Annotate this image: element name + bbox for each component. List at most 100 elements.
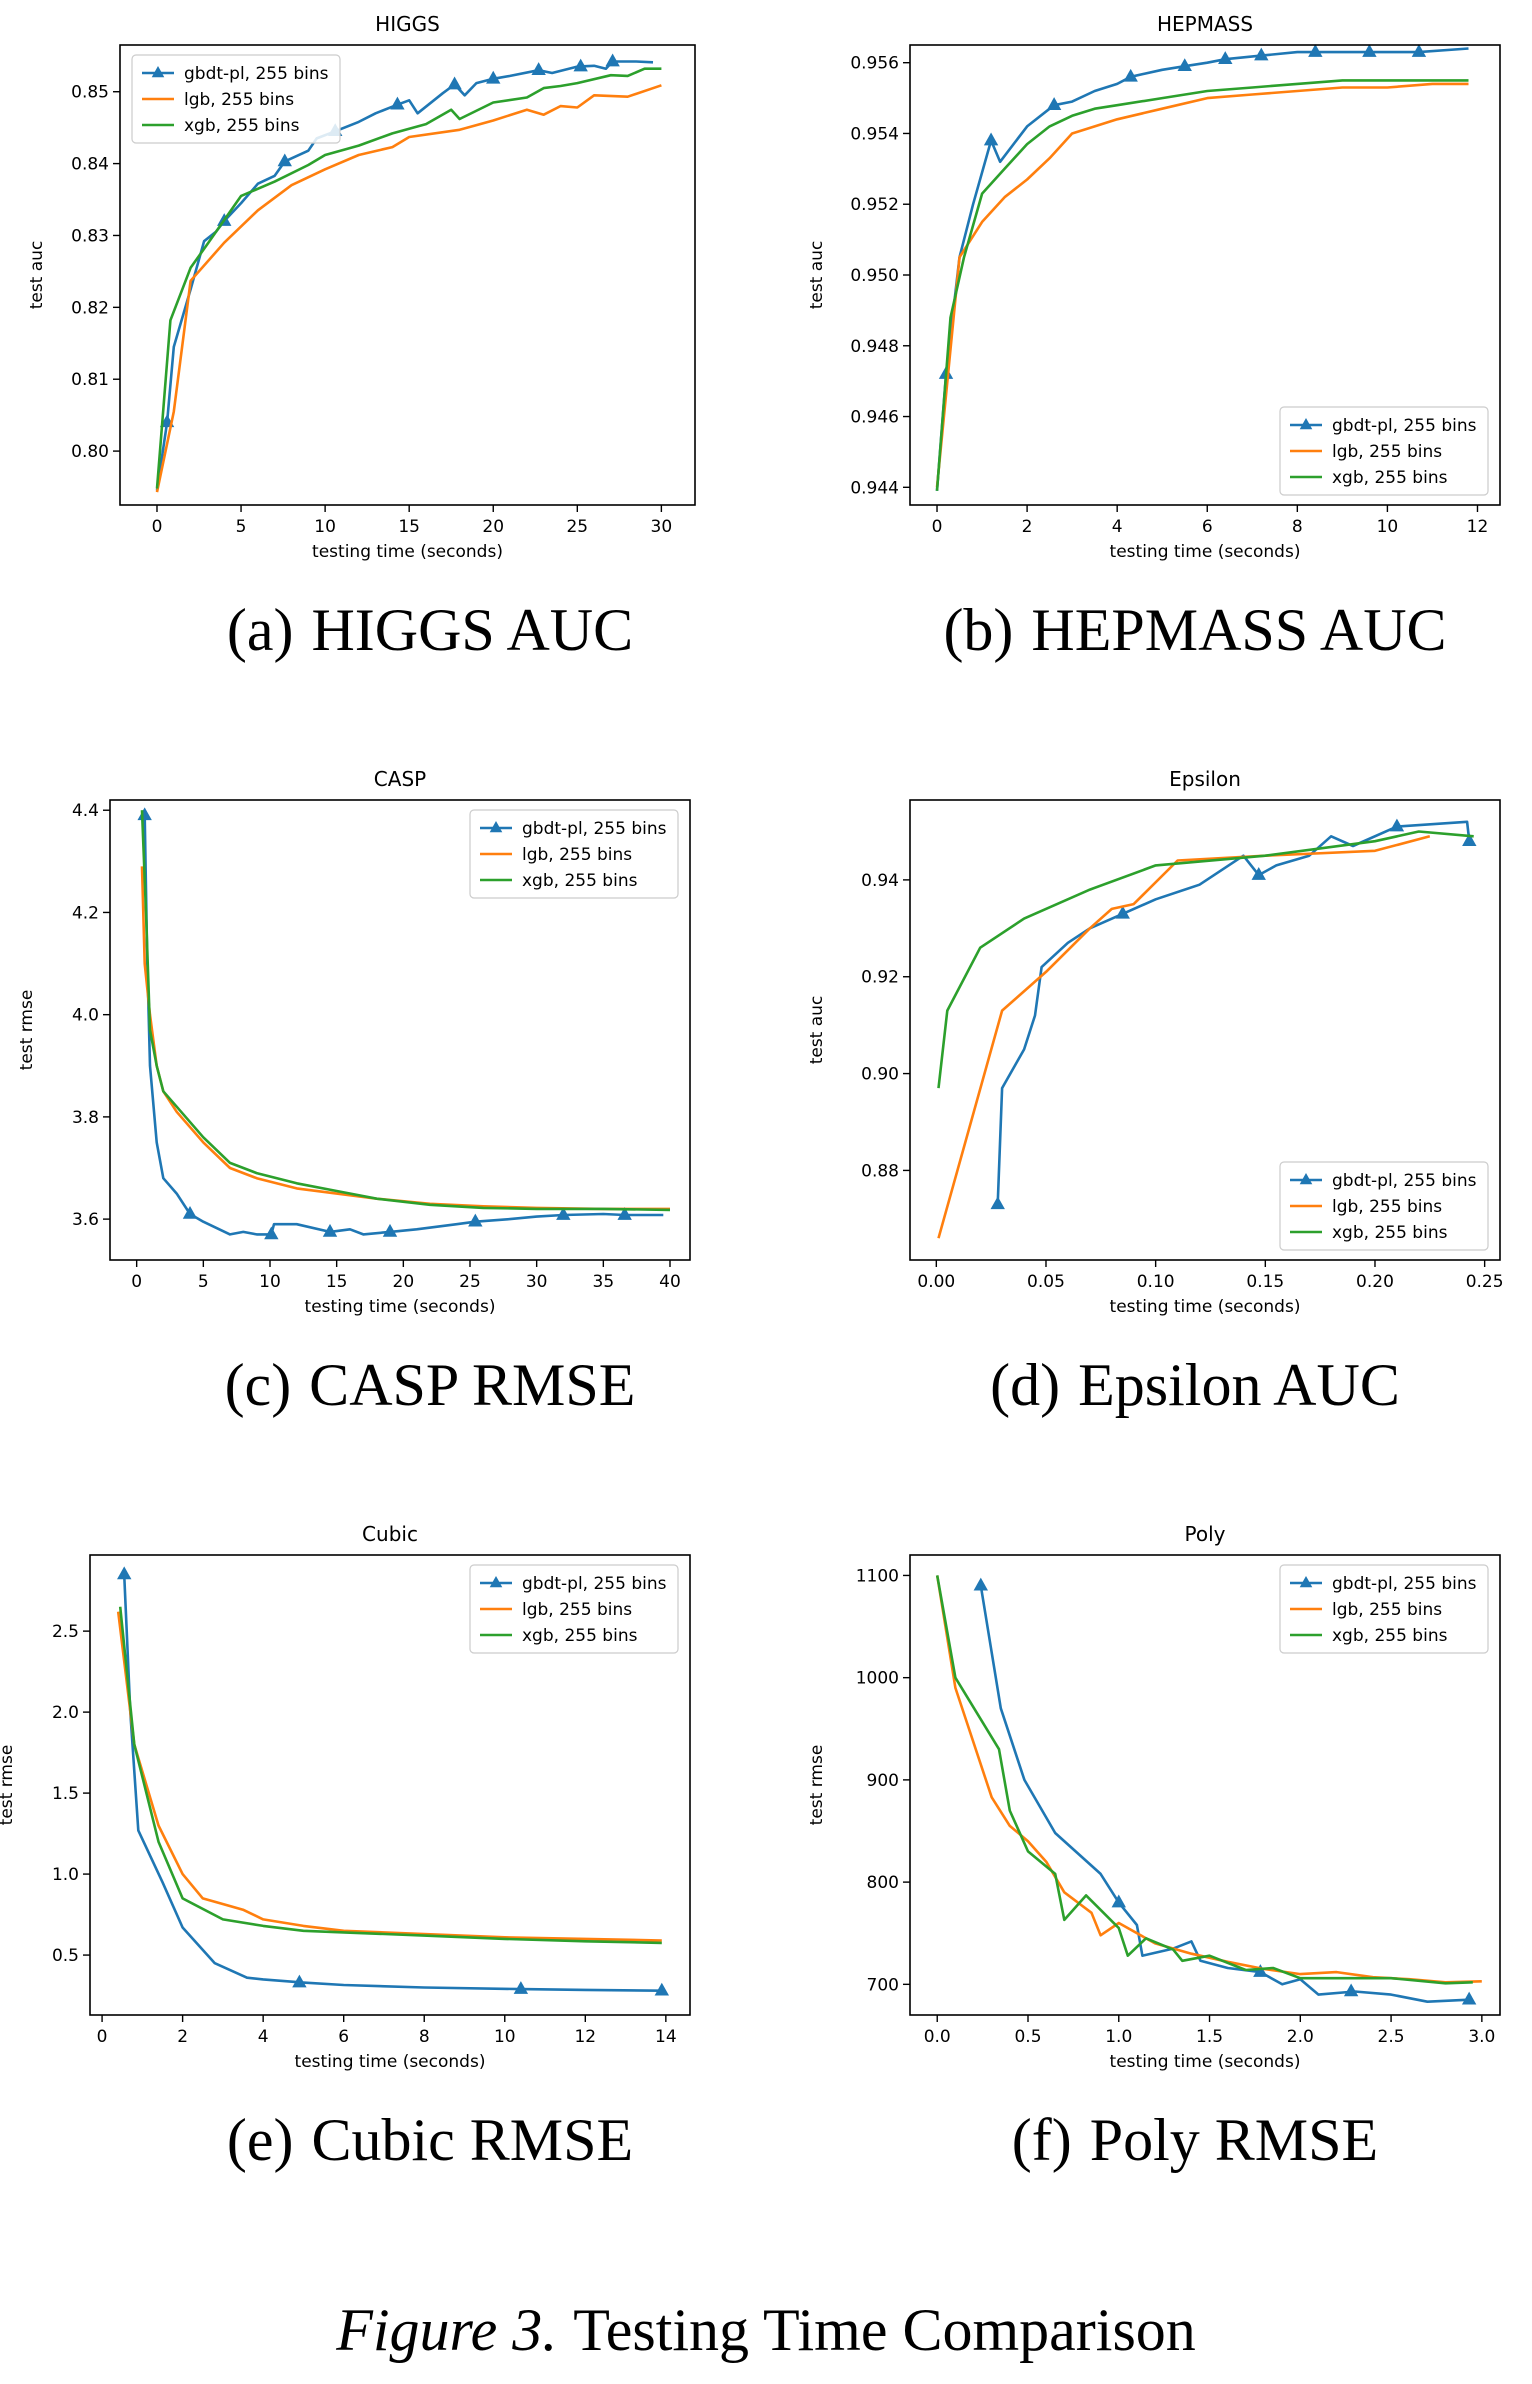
data-point-marker [990, 1196, 1005, 1210]
legend-marker [489, 821, 503, 833]
data-point-marker [617, 1207, 632, 1220]
subfigure-caption-text: CASP RMSE [309, 1352, 636, 1418]
legend-label-xgb: xgb, 255 bins [184, 116, 300, 136]
data-point-marker [1123, 68, 1138, 82]
x-tick-label: 2.0 [1287, 2027, 1314, 2047]
x-axis-label: testing time (seconds) [1110, 2052, 1301, 2072]
y-axis-label: test auc [27, 241, 47, 310]
series-line-xgb [937, 830, 1474, 1089]
legend: gbdt-pl, 255 bins lgb, 255 bins xgb, 255 b… [1279, 1161, 1489, 1251]
y-tick-label: 0.944 [850, 478, 899, 498]
x-tick-label: 0 [131, 1272, 142, 1292]
y-axis-label: test rmse [17, 990, 37, 1071]
legend: gbdt-pl, 255 bins lgb, 255 bins xgb, 255 b… [1279, 1564, 1489, 1654]
subfigure-caption-tag: (e) [226, 2107, 294, 2173]
data-point-marker [1253, 1964, 1268, 1977]
subfigure-caption: (c) CASP RMSE [130, 1355, 730, 1415]
series-line-gbdt-pl [143, 815, 664, 1236]
x-tick-label: 0.10 [1137, 1272, 1175, 1292]
y-axis-label: test rmse [807, 1745, 827, 1826]
subfigure-caption-text: HEPMASS AUC [1031, 597, 1447, 663]
chart-title: HIGGS [375, 12, 440, 36]
data-point-marker [1411, 44, 1427, 57]
x-tick-label: 10 [494, 2027, 516, 2047]
data-point-marker [1343, 1983, 1359, 1997]
subfigure-caption-tag: (b) [943, 597, 1014, 663]
x-tick-label: 15 [326, 1272, 348, 1292]
legend-box [469, 1564, 679, 1654]
x-tick-label: 30 [526, 1272, 548, 1292]
series-line-gbdt-pl [996, 820, 1471, 1205]
data-point-marker [1251, 867, 1266, 880]
x-tick-label: 25 [459, 1272, 481, 1292]
x-axis-label: testing time (seconds) [312, 542, 503, 562]
x-tick-label: 15 [398, 517, 420, 537]
data-point-marker [1389, 818, 1405, 832]
subfigure-caption-text: HIGGS AUC [311, 597, 634, 663]
y-tick-label: 2.0 [52, 1703, 79, 1723]
x-tick-label: 1.0 [1105, 2027, 1132, 2047]
data-point-marker [1046, 97, 1062, 110]
legend-label-xgb: xgb, 255 bins [1332, 1626, 1448, 1646]
legend-label-gbdt-pl: gbdt-pl, 255 bins [1332, 1171, 1477, 1191]
chart-epsilon: Epsilon 0.00 0.05 0.10 0.15 0.20 0.25 0.88 0.90 0… [807, 767, 1504, 1317]
y-tick-label: 900 [867, 1771, 899, 1791]
chart-poly: Poly 0.0 0.5 1.0 1.5 2.0 2.5 3.0 700 800 900 1000 11… [807, 1522, 1501, 2072]
series-line-lgb [935, 82, 1469, 488]
subfigure-caption-text: Cubic RMSE [311, 2107, 634, 2173]
data-point-marker [1254, 47, 1269, 61]
y-tick-label: 1.5 [52, 1784, 79, 1804]
data-point-marker [1461, 1991, 1477, 2005]
data-point-marker [447, 76, 462, 90]
legend-label-gbdt-pl: gbdt-pl, 255 bins [1332, 1574, 1477, 1594]
y-tick-label: 0.80 [71, 442, 109, 462]
data-point-marker [605, 53, 620, 67]
legend-label-xgb: xgb, 255 bins [522, 1626, 638, 1646]
data-point-marker [1177, 58, 1192, 72]
series-line-lgb [937, 835, 1431, 1239]
axes-frame [119, 44, 696, 506]
legend-label-gbdt-pl: gbdt-pl, 255 bins [184, 64, 329, 84]
data-point-marker [531, 62, 546, 75]
x-tick-label: 6 [338, 2027, 349, 2047]
data-point-marker [292, 1974, 307, 1988]
legend: gbdt-pl, 255 bins lgb, 255 bins xgb, 255 b… [469, 1564, 679, 1654]
chart-title: Cubic [362, 1522, 418, 1546]
legend-label-gbdt-pl: gbdt-pl, 255 bins [522, 1574, 667, 1594]
x-tick-label: 0.5 [1014, 2027, 1041, 2047]
data-point-marker [1111, 1894, 1126, 1908]
x-tick-label: 30 [651, 517, 673, 537]
data-point-marker [573, 58, 588, 72]
series-line-xgb [140, 810, 671, 1212]
x-tick-label: 0.25 [1466, 1272, 1504, 1292]
y-tick-label: 0.952 [850, 195, 899, 215]
x-tick-label: 0 [932, 517, 943, 537]
x-tick-label: 10 [259, 1272, 281, 1292]
figure-caption: Figure 3. Testing Time Comparison [0, 2300, 1532, 2360]
y-tick-label: 700 [867, 1975, 899, 1995]
data-point-marker [277, 153, 292, 167]
y-tick-label: 0.956 [850, 54, 899, 74]
x-tick-label: 25 [566, 517, 588, 537]
x-tick-label: 4 [1112, 517, 1123, 537]
x-tick-label: 10 [1377, 517, 1399, 537]
data-point-marker [983, 132, 999, 146]
x-tick-label: 8 [419, 2027, 430, 2047]
y-tick-label: 1000 [856, 1669, 899, 1689]
legend-box [1279, 406, 1489, 496]
x-axis-label: testing time (seconds) [305, 1297, 496, 1317]
legend-label-lgb: lgb, 255 bins [1332, 442, 1442, 462]
chart-higgs: HIGGS 0 5 10 15 20 25 30 0.80 0.81 0.82 0.83 0.84 0.8… [27, 12, 696, 562]
y-tick-label: 1100 [856, 1566, 899, 1586]
y-tick-label: 4.4 [72, 801, 99, 821]
x-tick-label: 1.5 [1196, 2027, 1223, 2047]
x-tick-label: 2 [177, 2027, 188, 2047]
x-tick-label: 35 [593, 1272, 615, 1292]
legend-label-gbdt-pl: gbdt-pl, 255 bins [1332, 416, 1477, 436]
y-tick-label: 0.84 [71, 155, 109, 175]
x-tick-label: 20 [482, 517, 504, 537]
y-tick-label: 0.94 [861, 871, 899, 891]
y-tick-label: 800 [867, 1873, 899, 1893]
x-tick-label: 20 [393, 1272, 415, 1292]
legend-label-xgb: xgb, 255 bins [1332, 468, 1448, 488]
